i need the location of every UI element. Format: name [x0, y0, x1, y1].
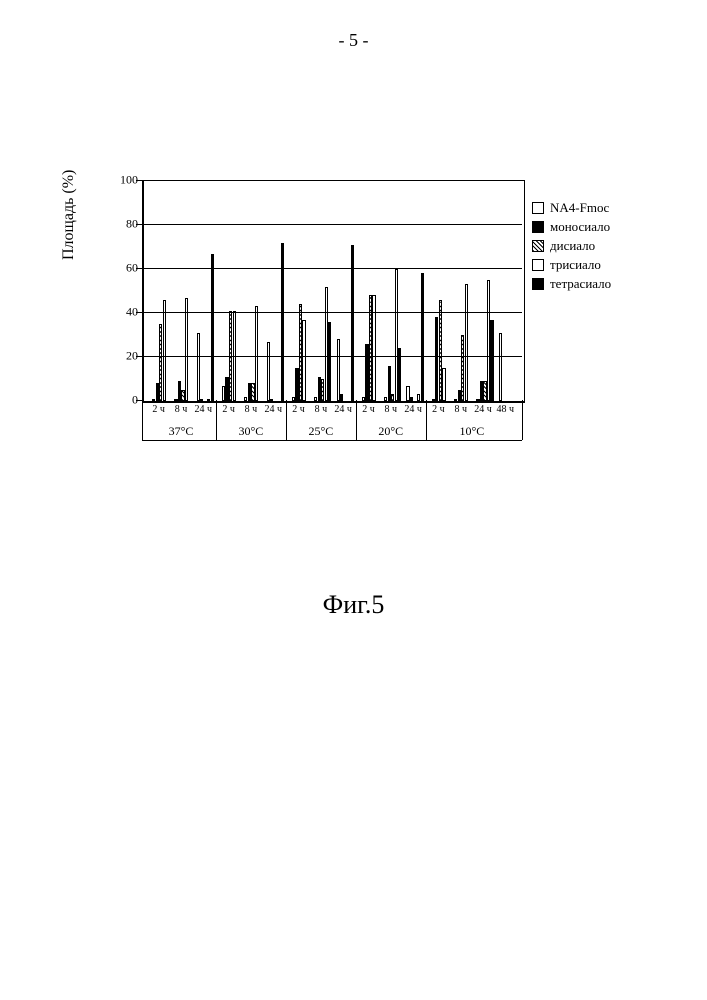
plot-area [142, 180, 525, 403]
bar [255, 306, 258, 401]
x-tick-label: 8 ч [454, 404, 467, 415]
group-divider [216, 400, 217, 440]
bar [185, 298, 188, 401]
temperature-label: 37°C [169, 424, 194, 439]
legend-swatch [532, 221, 544, 233]
y-tick-mark [136, 180, 142, 181]
bar [465, 284, 468, 401]
chart: Площадь (%) 020406080100 2 ч8 ч24 ч2 ч8 … [80, 170, 640, 480]
x-tick-label: 24 ч [195, 404, 213, 415]
y-tick-mark [136, 312, 142, 313]
x-tick-label: 8 ч [175, 404, 188, 415]
legend-swatch [532, 278, 544, 290]
y-tick-mark [136, 268, 142, 269]
bar [200, 399, 203, 401]
temperature-label: 25°C [308, 424, 333, 439]
x-tick-label: 24 ч [334, 404, 352, 415]
legend-item: трисиало [532, 257, 611, 273]
legend-label: трисиало [550, 257, 601, 273]
legend-label: дисиало [550, 238, 595, 254]
x-tick-label: 24 ч [264, 404, 282, 415]
legend-label: тетрасиало [550, 276, 611, 292]
temperature-label: 10°C [459, 424, 484, 439]
bar [270, 399, 273, 401]
gridline [142, 312, 522, 313]
axis-bottom-border [142, 440, 522, 441]
legend-item: моносиало [532, 219, 611, 235]
bar [197, 333, 200, 401]
bar [211, 254, 214, 401]
gridline [142, 356, 522, 357]
x-tick-label: 2 ч [292, 404, 305, 415]
x-tick-label: 2 ч [152, 404, 165, 415]
figure-caption: Фиг.5 [0, 590, 707, 620]
x-tick-label: 8 ч [315, 404, 328, 415]
legend-swatch [532, 240, 544, 252]
bar [421, 273, 424, 401]
legend-item: тетрасиало [532, 276, 611, 292]
x-tick-label: 2 ч [432, 404, 445, 415]
y-tick-mark [136, 224, 142, 225]
legend: NA4-Fmoc моносиало дисиало трисиало тетрасиа… [532, 200, 611, 295]
temperature-labels: 37°C 30°C 25°C 20°C 10°C [142, 424, 522, 440]
page-number: - 5 - [0, 0, 707, 51]
bar [340, 394, 343, 401]
legend-item: NA4-Fmoc [532, 200, 611, 216]
y-axis-label: Площадь (%) [60, 170, 78, 260]
x-tick-label: 8 ч [385, 404, 398, 415]
x-tick-label: 48 ч [497, 404, 515, 415]
group-divider [286, 400, 287, 440]
legend-swatch [532, 259, 544, 271]
group-divider [522, 400, 523, 440]
x-tick-label: 24 ч [474, 404, 492, 415]
group-divider [426, 400, 427, 440]
bar [410, 397, 413, 401]
bar [163, 300, 166, 401]
x-tick-label: 2 ч [362, 404, 375, 415]
bar [337, 339, 340, 401]
bar [499, 333, 502, 401]
gridline [142, 268, 522, 269]
x-labels: 2 ч 8 ч 24 ч 2 ч 8 ч 24 ч 2 ч 8 ч 24 ч 2 ч 8 ч 24 ч… [142, 404, 522, 420]
bar [442, 368, 445, 401]
bar [267, 342, 270, 401]
x-tick-label: 2 ч [222, 404, 235, 415]
group-divider [356, 400, 357, 440]
bar [281, 243, 284, 401]
legend-item: дисиало [532, 238, 611, 254]
x-tick-label: 8 ч [245, 404, 258, 415]
temperature-label: 30°C [239, 424, 264, 439]
legend-label: моносиало [550, 219, 610, 235]
gridline [142, 224, 522, 225]
y-tick-mark [136, 356, 142, 357]
bar [490, 320, 493, 401]
temperature-label: 20°C [378, 424, 403, 439]
legend-swatch [532, 202, 544, 214]
group-divider [142, 400, 143, 440]
bar [302, 320, 305, 401]
legend-label: NA4-Fmoc [550, 200, 609, 216]
x-tick-label: 24 ч [404, 404, 422, 415]
bar [328, 322, 331, 401]
